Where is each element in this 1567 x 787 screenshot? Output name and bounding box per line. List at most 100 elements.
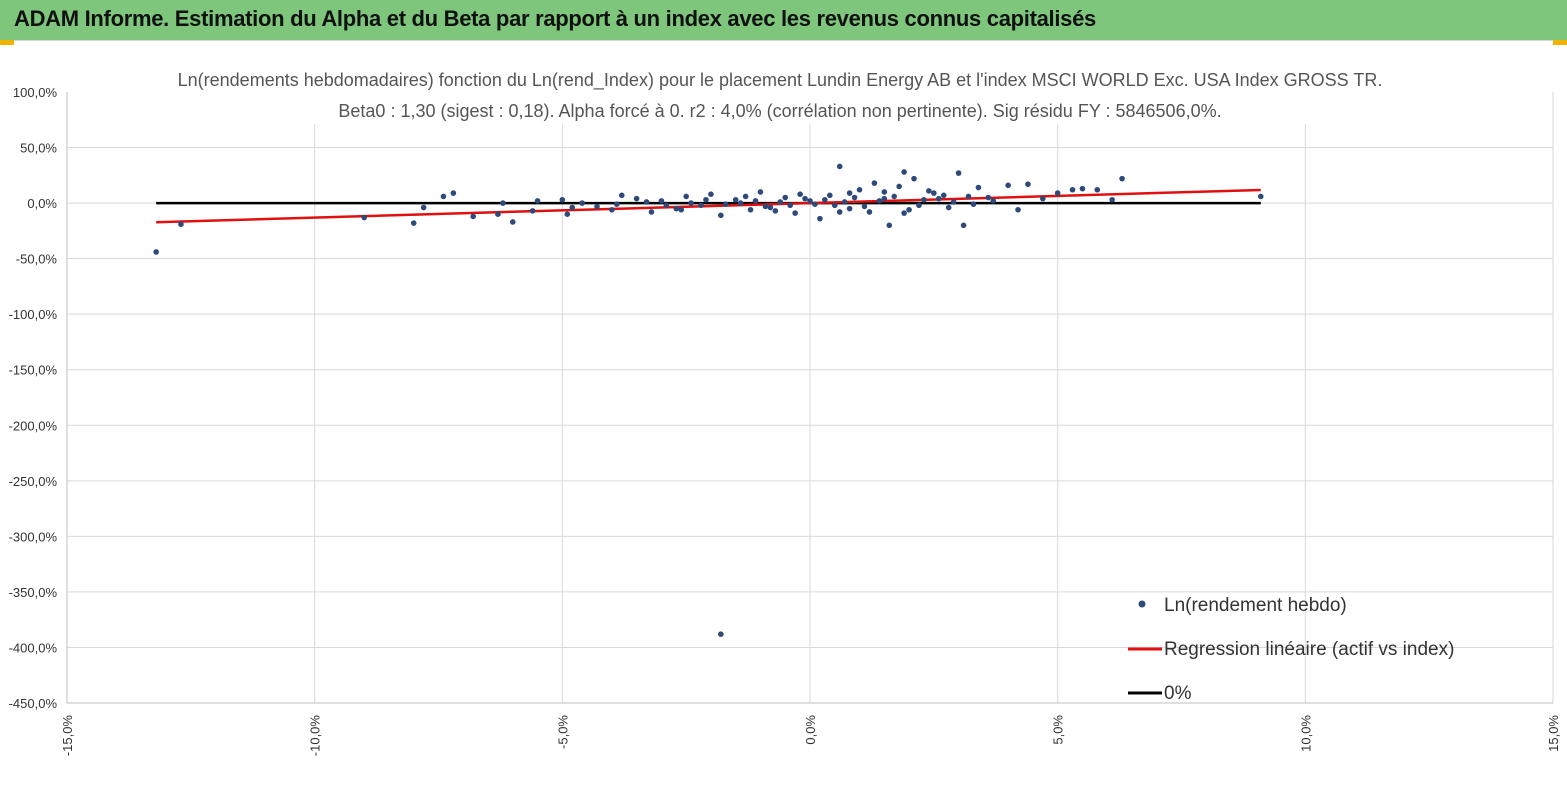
data-point xyxy=(861,203,868,210)
y-tick-label: -200,0% xyxy=(9,418,58,433)
data-point xyxy=(614,201,620,208)
data-point xyxy=(757,189,764,195)
data-point xyxy=(836,209,843,215)
data-point xyxy=(970,201,977,208)
y-tick-label: -100,0% xyxy=(9,307,58,322)
data-point xyxy=(955,170,962,176)
data-point xyxy=(802,195,808,202)
data-point xyxy=(618,192,625,199)
data-point xyxy=(470,213,476,220)
data-point xyxy=(960,222,967,229)
regression-line xyxy=(156,188,1261,224)
data-point xyxy=(718,631,724,637)
y-tick-label: -50,0% xyxy=(16,252,58,267)
data-point xyxy=(841,199,848,205)
data-point xyxy=(975,184,982,191)
data-point xyxy=(747,206,754,213)
data-point xyxy=(762,203,769,210)
data-point xyxy=(648,209,655,215)
corner-mark-right xyxy=(1553,40,1567,45)
data-point xyxy=(534,198,541,204)
data-point xyxy=(911,175,917,182)
data-point xyxy=(985,194,992,201)
data-point xyxy=(737,200,744,206)
data-point xyxy=(901,210,907,216)
data-point xyxy=(916,202,922,209)
data-point xyxy=(1119,175,1125,182)
x-tick-label: 0,0% xyxy=(803,715,818,745)
data-point xyxy=(945,204,952,211)
data-point xyxy=(1257,193,1264,200)
data-point xyxy=(950,199,957,205)
data-point xyxy=(896,183,902,190)
data-point xyxy=(663,202,670,209)
data-point xyxy=(752,198,759,204)
data-point xyxy=(1109,196,1115,203)
data-point xyxy=(926,188,932,194)
x-tick-label: 10,0% xyxy=(1298,715,1313,752)
data-point xyxy=(777,199,784,205)
data-point xyxy=(569,204,576,211)
data-point xyxy=(153,249,159,255)
axis-layer: 100,0% 50,0% 0,0% -50,0% -100,0% -150,0% -200,… xyxy=(9,85,1561,756)
data-point xyxy=(891,193,898,200)
data-point xyxy=(772,208,779,214)
data-point xyxy=(1079,185,1086,192)
data-point xyxy=(846,190,853,196)
y-tick-label: -250,0% xyxy=(9,474,58,489)
data-point xyxy=(732,196,739,203)
data-point xyxy=(935,195,942,202)
data-point xyxy=(931,190,937,196)
y-tick-label: -350,0% xyxy=(9,585,58,600)
data-point xyxy=(851,194,858,201)
data-point xyxy=(901,169,907,175)
data-point xyxy=(792,210,798,216)
data-point xyxy=(836,163,843,170)
data-point xyxy=(782,194,789,201)
data-point xyxy=(718,212,724,219)
data-point xyxy=(698,202,704,209)
data-point xyxy=(658,198,665,204)
data-point xyxy=(673,205,680,212)
data-point xyxy=(1054,190,1061,196)
data-point xyxy=(1005,182,1011,189)
chart-title: Ln(rendements hebdomadaires) fonction du… xyxy=(178,70,1383,91)
data-point xyxy=(940,192,947,199)
legend: Ln(rendement hebdo) Regression linéaire … xyxy=(1128,595,1454,704)
data-point xyxy=(510,219,516,225)
point-layer xyxy=(153,163,1264,637)
y-tick-label: 0,0% xyxy=(27,196,57,211)
legend-marker-points xyxy=(1138,600,1146,608)
y-tick-label: 100,0% xyxy=(13,85,58,100)
data-point xyxy=(564,211,571,217)
x-tick-label: -15,0% xyxy=(60,715,75,757)
chart-subtitle: Beta0 : 1,30 (sigest : 0,18). Alpha forc… xyxy=(338,101,1221,121)
data-point xyxy=(906,206,912,213)
legend-label-points: Ln(rendement hebdo) xyxy=(1164,595,1347,616)
line-layer xyxy=(156,188,1261,224)
data-point xyxy=(856,186,863,193)
data-point xyxy=(767,204,774,211)
data-point xyxy=(822,196,828,203)
data-point xyxy=(866,209,873,215)
data-point xyxy=(1069,186,1076,193)
data-point xyxy=(1025,181,1031,188)
data-point xyxy=(990,198,997,204)
data-point xyxy=(688,200,694,206)
data-point xyxy=(742,193,749,200)
data-point xyxy=(965,193,972,200)
data-point xyxy=(921,196,927,203)
y-tick-label: 50,0% xyxy=(20,141,57,156)
data-point xyxy=(787,202,793,209)
data-point xyxy=(722,201,729,208)
report-banner: ADAM Informe. Estimation du Alpha et du … xyxy=(0,0,1567,41)
data-point xyxy=(500,200,506,206)
data-point xyxy=(1094,186,1101,193)
data-point xyxy=(440,193,447,200)
data-point xyxy=(420,204,427,211)
data-point xyxy=(579,200,585,206)
y-tick-label: -400,0% xyxy=(9,640,58,655)
y-tick-label: -150,0% xyxy=(9,363,58,378)
data-point xyxy=(410,220,417,226)
data-point xyxy=(559,196,566,203)
